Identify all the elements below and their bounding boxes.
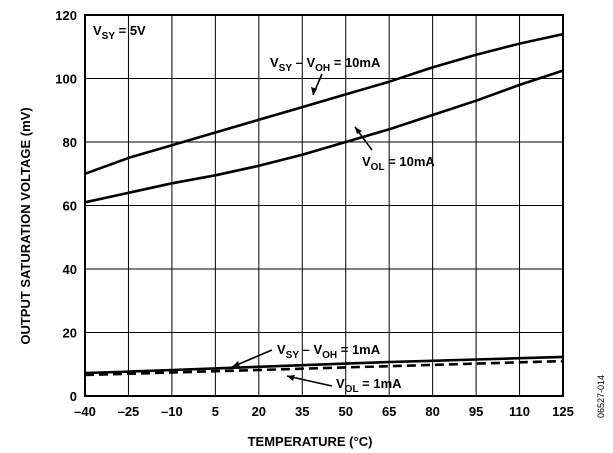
y-tick-label: 120 (55, 8, 77, 23)
y-tick-label: 60 (63, 199, 77, 214)
x-tick-labels: –40 –25 –10 5 20 35 50 65 80 95 110 125 (74, 404, 574, 419)
x-tick-label: –25 (118, 404, 140, 419)
x-tick-label: 50 (338, 404, 352, 419)
y-tick-label: 0 (70, 389, 77, 404)
y-tick-labels: 0 20 40 60 80 100 120 (55, 8, 77, 404)
arrowhead-vsy-voh-10ma (311, 87, 317, 95)
x-tick-label: 65 (382, 404, 396, 419)
series-label-vol-10ma: VOL = 10mA (362, 154, 435, 173)
x-tick-label: 35 (295, 404, 309, 419)
x-tick-label: 5 (212, 404, 219, 419)
x-tick-label: –10 (161, 404, 183, 419)
arrowhead-vol-10ma (355, 127, 362, 134)
series-label-vsy-voh-1ma: VSY – VOH = 1mA (277, 342, 381, 361)
series-label-vsy-voh-10ma: VSY – VOH = 10mA (270, 55, 381, 74)
series-label-vol-1ma: VOL = 1mA (336, 376, 402, 395)
y-tick-label: 80 (63, 135, 77, 150)
x-tick-label: 80 (425, 404, 439, 419)
y-tick-label: 100 (55, 72, 77, 87)
series-line-4 (84, 359, 564, 377)
x-tick-label: 95 (469, 404, 483, 419)
series-line-1 (84, 32, 564, 176)
supply-voltage-label: VSY = 5V (93, 23, 146, 42)
arrowhead-vol-1ma (287, 375, 295, 381)
arrow-vol-1ma (286, 375, 333, 387)
x-axis-title: TEMPERATURE (°C) (248, 434, 373, 449)
series-lines (84, 32, 564, 377)
y-tick-label: 40 (63, 262, 77, 277)
y-tick-label: 20 (63, 326, 77, 341)
x-tick-label: 125 (552, 404, 574, 419)
x-tick-label: –40 (74, 404, 96, 419)
series-line-2 (84, 69, 564, 204)
plot-frame (84, 14, 564, 397)
x-tick-label: 110 (509, 404, 530, 419)
y-axis-title: OUTPUT SATURATION VOLTAGE (mV) (18, 107, 33, 344)
figure-id: 06527-014 (596, 375, 606, 418)
series-line-3 (84, 355, 564, 375)
arrowhead-vsy-voh-1ma (232, 361, 240, 367)
x-tick-label: 20 (252, 404, 266, 419)
